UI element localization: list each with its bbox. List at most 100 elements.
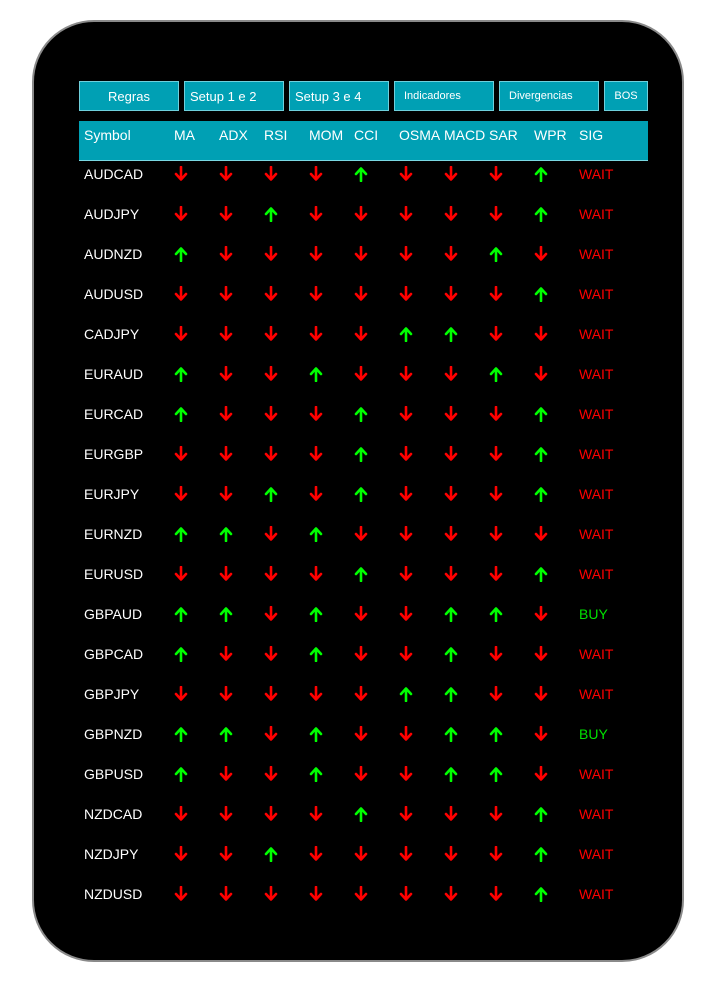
- tab-bos[interactable]: BOS: [604, 81, 648, 111]
- arrow-down-icon: [399, 566, 413, 581]
- signal-cell: WAIT: [579, 686, 614, 702]
- column-header-mom: MOM: [309, 127, 344, 143]
- arrow-up-icon: [444, 767, 458, 782]
- arrow-down-icon: [219, 566, 233, 581]
- arrow-up-icon: [489, 767, 503, 782]
- table-row: EURGBP WAIT: [79, 441, 648, 481]
- arrow-down-icon: [174, 806, 188, 821]
- arrow-down-icon: [309, 286, 323, 301]
- arrow-down-icon: [309, 446, 323, 461]
- arrow-up-icon: [264, 847, 278, 862]
- tab-label: Divergencias: [509, 90, 573, 102]
- arrow-down-icon: [444, 446, 458, 461]
- column-header-macd: MACD: [444, 127, 486, 143]
- arrow-down-icon: [174, 206, 188, 221]
- arrow-down-icon: [444, 246, 458, 261]
- arrow-down-icon: [174, 446, 188, 461]
- arrow-down-icon: [444, 526, 458, 541]
- arrow-down-icon: [219, 286, 233, 301]
- arrow-down-icon: [534, 526, 548, 541]
- arrow-down-icon: [534, 646, 548, 661]
- arrow-down-icon: [444, 806, 458, 821]
- arrow-down-icon: [264, 406, 278, 421]
- arrow-up-icon: [309, 767, 323, 782]
- arrow-up-icon: [309, 647, 323, 662]
- arrow-down-icon: [489, 846, 503, 861]
- column-header-ma: MA: [174, 127, 195, 143]
- arrow-down-icon: [264, 566, 278, 581]
- arrow-down-icon: [489, 566, 503, 581]
- arrow-down-icon: [219, 486, 233, 501]
- signal-cell: WAIT: [579, 766, 614, 782]
- signal-cell: WAIT: [579, 486, 614, 502]
- arrow-down-icon: [489, 646, 503, 661]
- arrow-up-icon: [174, 407, 188, 422]
- tab-label: Setup 3 e 4: [295, 88, 362, 104]
- column-header-wpr: WPR: [534, 127, 567, 143]
- symbol-cell: AUDJPY: [84, 206, 140, 222]
- arrow-down-icon: [309, 886, 323, 901]
- arrow-up-icon: [309, 367, 323, 382]
- arrow-down-icon: [174, 286, 188, 301]
- signal-cell: WAIT: [579, 646, 614, 662]
- signal-cell: WAIT: [579, 406, 614, 422]
- arrow-down-icon: [354, 526, 368, 541]
- symbol-cell: CADJPY: [84, 326, 140, 342]
- signal-cell: WAIT: [579, 806, 614, 822]
- arrow-down-icon: [264, 886, 278, 901]
- arrow-down-icon: [444, 366, 458, 381]
- column-header-sig: SIG: [579, 127, 604, 143]
- signal-cell: WAIT: [579, 366, 614, 382]
- arrow-down-icon: [354, 766, 368, 781]
- arrow-down-icon: [219, 246, 233, 261]
- arrow-down-icon: [399, 446, 413, 461]
- arrow-down-icon: [399, 166, 413, 181]
- arrow-down-icon: [219, 166, 233, 181]
- arrow-down-icon: [309, 566, 323, 581]
- tab-divergencias[interactable]: Divergencias: [499, 81, 599, 111]
- tab-setup-1-2[interactable]: Setup 1 e 2: [184, 81, 284, 111]
- arrow-down-icon: [354, 206, 368, 221]
- tab-setup-3-4[interactable]: Setup 3 e 4: [289, 81, 389, 111]
- symbol-cell: GBPAUD: [84, 606, 143, 622]
- arrow-down-icon: [534, 726, 548, 741]
- arrow-up-icon: [489, 727, 503, 742]
- arrow-down-icon: [534, 766, 548, 781]
- arrow-up-icon: [534, 807, 548, 822]
- arrow-up-icon: [354, 407, 368, 422]
- arrow-up-icon: [444, 327, 458, 342]
- arrow-down-icon: [399, 486, 413, 501]
- arrow-down-icon: [399, 286, 413, 301]
- symbol-cell: AUDNZD: [84, 246, 143, 262]
- arrow-down-icon: [489, 486, 503, 501]
- table-row: GBPUSD WAIT: [79, 761, 648, 801]
- arrow-up-icon: [489, 367, 503, 382]
- arrow-down-icon: [309, 686, 323, 701]
- signal-cell: BUY: [579, 606, 608, 622]
- table-row: EURJPY WAIT: [79, 481, 648, 521]
- arrow-down-icon: [399, 206, 413, 221]
- symbol-cell: EURGBP: [84, 446, 144, 462]
- arrow-up-icon: [399, 687, 413, 702]
- arrow-down-icon: [399, 726, 413, 741]
- arrow-down-icon: [444, 846, 458, 861]
- column-header-rsi: RSI: [264, 127, 288, 143]
- arrow-down-icon: [489, 326, 503, 341]
- table-row: AUDNZD WAIT: [79, 241, 648, 281]
- arrow-down-icon: [489, 206, 503, 221]
- arrow-up-icon: [219, 527, 233, 542]
- arrow-down-icon: [264, 806, 278, 821]
- tab-indicadores[interactable]: Indicadores: [394, 81, 494, 111]
- arrow-down-icon: [399, 366, 413, 381]
- arrow-down-icon: [309, 166, 323, 181]
- arrow-up-icon: [534, 407, 548, 422]
- signal-cell: WAIT: [579, 326, 614, 342]
- arrow-up-icon: [534, 567, 548, 582]
- symbol-cell: AUDCAD: [84, 166, 144, 182]
- arrow-down-icon: [399, 766, 413, 781]
- arrow-up-icon: [354, 447, 368, 462]
- symbol-cell: EURAUD: [84, 366, 144, 382]
- arrow-down-icon: [219, 766, 233, 781]
- tab-regras[interactable]: Regras: [79, 81, 179, 111]
- arrow-down-icon: [534, 326, 548, 341]
